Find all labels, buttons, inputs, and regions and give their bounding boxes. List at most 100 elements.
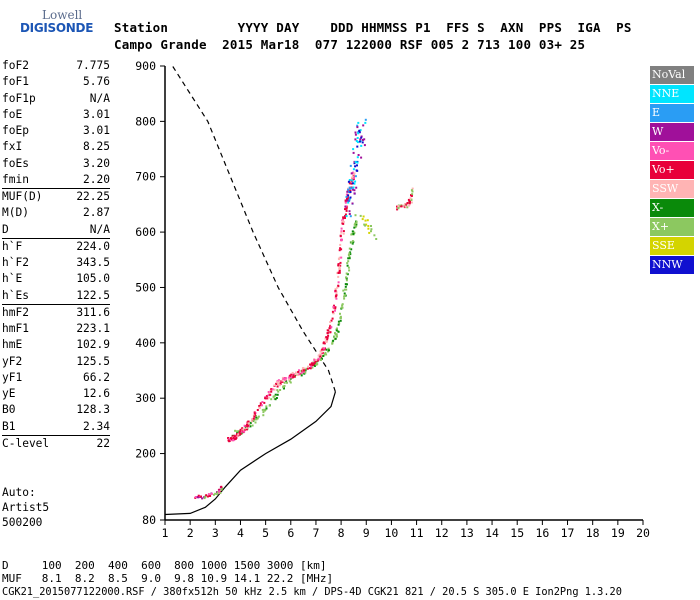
o-trace-point bbox=[264, 396, 267, 399]
spread-point bbox=[360, 144, 363, 147]
x-trace-point bbox=[289, 377, 292, 380]
o-trace-point bbox=[326, 329, 329, 332]
axis-ticks: 1 2 3 4 5 6 7 8 9 10 11 12 13 14 15 16 17 18 19 20802003004… bbox=[135, 59, 650, 540]
oblique-point bbox=[367, 225, 370, 227]
o-trace-point bbox=[292, 373, 295, 376]
spread-point bbox=[347, 201, 350, 204]
far-trace-point bbox=[396, 205, 398, 208]
o-trace-point bbox=[228, 440, 231, 443]
param-value: N/A bbox=[89, 222, 110, 236]
x-trace-point bbox=[343, 294, 346, 297]
spread-point bbox=[346, 190, 349, 193]
o-trace-point bbox=[264, 397, 267, 400]
o-trace-point bbox=[320, 351, 323, 354]
spread-point bbox=[356, 126, 359, 129]
es-trace-point bbox=[210, 493, 213, 495]
x-trace-point bbox=[351, 240, 354, 243]
spread-point bbox=[351, 182, 354, 185]
o-trace-point bbox=[242, 428, 245, 431]
o-trace-point bbox=[232, 436, 235, 439]
x-trace-point bbox=[337, 323, 340, 326]
o-trace-point bbox=[329, 331, 332, 334]
logo-line1: Lowell bbox=[42, 8, 83, 22]
o-trace-point bbox=[256, 409, 259, 411]
x-trace-point bbox=[350, 233, 353, 236]
o-trace-point bbox=[273, 388, 276, 391]
y-tick-label: 600 bbox=[135, 225, 156, 239]
param-value: 3.20 bbox=[83, 156, 110, 170]
spread-point bbox=[354, 165, 357, 168]
x-trace-point bbox=[351, 230, 354, 233]
o-trace-point bbox=[340, 256, 343, 259]
param-value: 7.775 bbox=[76, 59, 110, 72]
param-value: 223.1 bbox=[76, 322, 110, 335]
es-trace-point bbox=[221, 487, 224, 490]
o-trace-point bbox=[269, 393, 272, 396]
spread-point bbox=[364, 118, 367, 121]
o-trace-point bbox=[326, 332, 329, 335]
o-trace-point bbox=[251, 418, 254, 421]
o-trace-point bbox=[302, 370, 305, 373]
x-trace-point bbox=[355, 222, 358, 225]
o-trace-point bbox=[297, 371, 300, 373]
spread-point bbox=[353, 162, 356, 165]
far-trace-point bbox=[404, 203, 406, 206]
x-trace-point bbox=[339, 319, 342, 322]
far-trace-point bbox=[411, 187, 414, 190]
muf-row: MUF 8.1 8.2 8.5 9.0 9.8 10.9 14.1 22.2 [… bbox=[2, 572, 334, 585]
spread-point bbox=[358, 131, 361, 134]
o-trace-point bbox=[282, 378, 285, 381]
x-trace-point bbox=[283, 381, 286, 384]
legend-item: X+ bbox=[650, 218, 694, 237]
o-trace-point bbox=[338, 267, 341, 270]
o-trace-point bbox=[270, 388, 273, 390]
o-trace-point bbox=[233, 435, 236, 438]
o-trace-point bbox=[289, 374, 292, 377]
o-trace-point bbox=[289, 376, 292, 379]
o-trace-point bbox=[278, 384, 281, 387]
spread-point bbox=[352, 186, 355, 189]
es-trace-point bbox=[194, 496, 197, 498]
o-trace-point bbox=[337, 264, 340, 267]
o-trace-point bbox=[281, 379, 284, 382]
o-trace-point bbox=[342, 217, 345, 220]
o-trace-point bbox=[253, 412, 256, 415]
x-tick-label: 4 bbox=[237, 526, 244, 540]
param-row: hmF1 223.1 bbox=[2, 321, 110, 337]
spread-point bbox=[348, 213, 351, 215]
o-trace-point bbox=[276, 381, 278, 384]
x-trace-point bbox=[347, 254, 350, 256]
o-trace-point bbox=[297, 374, 300, 376]
param-label: hmE bbox=[2, 338, 23, 352]
y-tick-label: 500 bbox=[135, 280, 156, 294]
param-row: foF1p N/A bbox=[2, 91, 110, 107]
far-trace-point bbox=[408, 203, 411, 206]
x-tick-label: 17 bbox=[561, 526, 575, 540]
o-trace-point bbox=[346, 196, 349, 199]
es-trace-point bbox=[200, 495, 202, 498]
o-trace-point bbox=[339, 261, 342, 264]
o-trace-point bbox=[229, 439, 232, 442]
x-tick-label: 8 bbox=[338, 526, 345, 540]
x-tick-label: 19 bbox=[611, 526, 625, 540]
param-label: yE bbox=[2, 387, 16, 400]
oblique-point bbox=[370, 228, 373, 231]
o-trace-point bbox=[266, 397, 269, 400]
spread-point bbox=[363, 138, 366, 141]
x-trace-point bbox=[354, 222, 357, 225]
x-trace-point bbox=[345, 276, 347, 279]
o-trace-point bbox=[318, 353, 321, 356]
o-trace-point bbox=[281, 376, 284, 379]
x-tick-label: 9 bbox=[363, 526, 370, 540]
x-trace-point bbox=[261, 408, 264, 411]
o-trace-point bbox=[313, 362, 316, 365]
autoscale-info: Auto: Artist5 500200 bbox=[2, 485, 49, 530]
o-trace-point bbox=[346, 197, 348, 200]
far-trace-point bbox=[410, 189, 413, 192]
x-tick-label: 18 bbox=[586, 526, 600, 540]
far-trace-point bbox=[410, 201, 413, 204]
legend-item: Vo- bbox=[650, 142, 694, 161]
o-trace-point bbox=[250, 420, 253, 423]
param-row: yF1 66.2 bbox=[2, 370, 110, 386]
